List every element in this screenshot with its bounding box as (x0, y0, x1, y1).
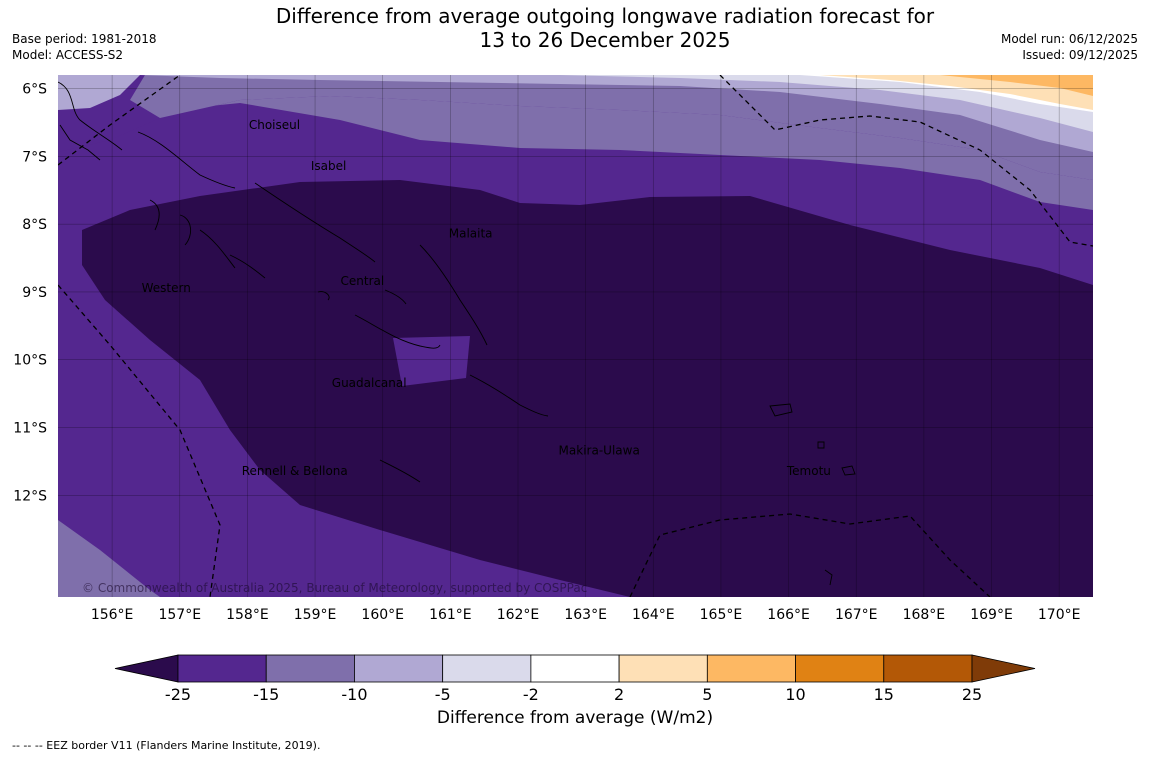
map-panel: © Commonwealth of Australia 2025, Bureau… (58, 75, 1093, 597)
lon-tick-label: 164°E (632, 607, 675, 623)
region-labels: Choiseul Isabel Malaita Western Central Guada… (142, 118, 831, 478)
colorbar-extend-high (971, 654, 1036, 683)
colorbar-label: Difference from average (W/m2) (436, 708, 714, 728)
colorbar-tick-label: 2 (614, 685, 624, 704)
colorbar-segment (442, 654, 532, 683)
colorbar-tick-label: -10 (341, 685, 367, 704)
lon-tick-label: 162°E (497, 607, 540, 623)
anomaly-band-minus5 (140, 75, 1093, 152)
lat-tick-label: 7°S (22, 149, 47, 165)
model-run: Model run: 06/12/2025 (1000, 32, 1138, 46)
colorbar-segment (706, 654, 796, 683)
colorbar-segment (795, 654, 885, 683)
bougainville-coast-2 (59, 124, 101, 161)
title-line-2: 13 to 26 December 2025 (479, 28, 731, 52)
footer-note: -- -- -- EEZ border V11 (Flanders Marine… (12, 739, 321, 752)
eez-border-south (629, 513, 991, 597)
copyright-notice: © Commonwealth of Australia 2025, Bureau… (82, 581, 587, 595)
colorbar-tick-label: -2 (523, 685, 539, 704)
lat-tick-label: 9°S (22, 285, 47, 301)
island-outlines (58, 81, 856, 586)
lat-tick-label: 8°S (22, 217, 47, 233)
lon-tick-label: 170°E (1038, 607, 1081, 623)
lon-tick-label: 156°E (91, 607, 134, 623)
region-label: Guadalcanal (332, 376, 407, 390)
colorbar-segment (354, 654, 444, 683)
lat-tick-label: 12°S (13, 488, 47, 504)
lon-tick-label: 163°E (564, 607, 607, 623)
lon-tick-label: 167°E (835, 607, 878, 623)
colorbar-segment (265, 654, 355, 683)
longitude-axis: 156°E 157°E 158°E 159°E 160°E 161°E 162°E 163°E… (91, 607, 1081, 623)
guadalcanal-island (354, 314, 441, 349)
colorbar: -25 -15 -10 -5 -2 2 5 10 15 25 (114, 654, 1036, 704)
lat-tick-label: 6°S (22, 82, 47, 98)
colorbar-segment (177, 654, 267, 683)
region-label: Western (142, 281, 191, 295)
lon-tick-label: 159°E (294, 607, 337, 623)
choiseul-island (137, 131, 236, 189)
anomaly-band-sw (58, 520, 160, 597)
rennell-island (379, 459, 421, 483)
lon-tick-label: 158°E (226, 607, 269, 623)
new-georgia-group (149, 199, 266, 279)
lon-tick-label: 157°E (158, 607, 201, 623)
eez-borders (58, 75, 1093, 597)
lon-tick-label: 165°E (700, 607, 743, 623)
lon-tick-label: 169°E (970, 607, 1013, 623)
model-name: Model: ACCESS-S2 (12, 48, 124, 62)
region-label: Choiseul (249, 118, 300, 132)
eez-border-northeast (719, 75, 1093, 247)
region-label: Central (341, 274, 385, 288)
colorbar-tick-label: 5 (702, 685, 712, 704)
colorbar-tick-label: -15 (253, 685, 279, 704)
colorbar-tick-label: -25 (165, 685, 191, 704)
anomaly-band-minus5-west (58, 75, 140, 110)
bougainville-coast (58, 81, 123, 151)
colorbar-tick-label: -5 (435, 685, 451, 704)
region-label: Malaita (449, 227, 493, 241)
chart-title: Difference from average outgoing longwav… (200, 4, 1010, 52)
makira-island (469, 374, 549, 417)
colorbar-segment (883, 654, 973, 683)
guadalcanal-anomaly-patch (393, 336, 470, 386)
metadata-right: Model run: 06/12/2025 Issued: 09/12/2025 (1001, 31, 1138, 63)
lon-tick-label: 161°E (429, 607, 472, 623)
lat-tick-label: 10°S (13, 353, 47, 369)
title-line-1: Difference from average outgoing longwav… (275, 4, 935, 28)
anomaly-band-minus10-north (58, 75, 1093, 180)
colorbar-extend-low (114, 654, 179, 683)
base-period: Base period: 1981-2018 (12, 32, 157, 46)
region-label: Temotu (786, 464, 831, 478)
region-label: Makira-Ulawa (559, 444, 640, 458)
malaita-island (419, 244, 488, 346)
latitude-axis: 6°S 7°S 8°S 9°S 10°S 11°S 12°S (13, 82, 47, 505)
lat-tick-label: 11°S (13, 421, 47, 437)
anomaly-band-plus5 (940, 75, 1093, 96)
lon-tick-label: 168°E (903, 607, 946, 623)
eez-border-west (58, 284, 221, 597)
central-islands (317, 289, 407, 305)
region-label: Isabel (311, 159, 346, 173)
region-label: Rennell & Bellona (242, 464, 348, 478)
metadata-left: Base period: 1981-2018 Model: ACCESS-S2 (12, 31, 157, 63)
issued-date: Issued: 09/12/2025 (1022, 48, 1138, 62)
lon-tick-label: 166°E (767, 607, 810, 623)
map-gridlines (58, 75, 1093, 597)
isabel-island (254, 182, 376, 263)
colorbar-tick-label: 15 (874, 685, 894, 704)
colorbar-tick-label: 10 (785, 685, 805, 704)
lon-tick-label: 160°E (361, 607, 404, 623)
eez-border-north (58, 75, 181, 166)
anomaly-core-minus25 (82, 180, 1093, 597)
temotu-islands (769, 403, 856, 586)
colorbar-segment (618, 654, 708, 683)
colorbar-tick-label: 25 (962, 685, 982, 704)
colorbar-segment (530, 654, 620, 683)
